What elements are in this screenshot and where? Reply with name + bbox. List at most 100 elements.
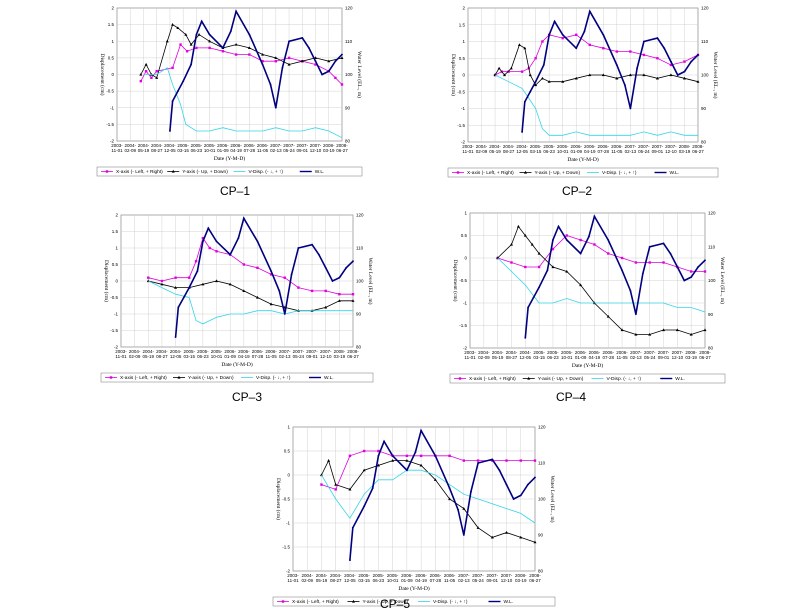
legend-label-1: X-axis (- Left, + Right)	[469, 376, 516, 382]
series-point-y-axis	[334, 483, 338, 486]
legend-label-3: V-Disp. (- ↓, + ↑)	[249, 169, 284, 175]
series-point-y-axis	[176, 26, 180, 30]
series-point-wl	[697, 54, 699, 56]
series-point-y-axis	[696, 80, 700, 83]
x-tick-label: 2008-06-27	[529, 573, 541, 583]
x-tick-label: 2008-03-19	[685, 350, 697, 360]
series-point-x-axis	[195, 46, 198, 50]
x-tick-label: 2004-05-19	[138, 143, 150, 153]
x-tick-label: 2007-09-01	[658, 350, 670, 360]
x-tick-label: 2006-04-19	[584, 144, 596, 154]
y-tick-right-label: 120	[345, 6, 353, 11]
x-tick-label: 2005-10-01	[557, 144, 569, 154]
series-point-x-axis	[201, 236, 205, 240]
x-tick-label: 2006-07-28	[252, 349, 264, 359]
series-point-x-axis	[242, 263, 246, 266]
y-tick-left-label: 1	[287, 425, 290, 430]
legend-marker	[281, 600, 285, 603]
series-point-y-axis	[497, 66, 501, 70]
series-point-wl	[642, 40, 645, 43]
series-point-y-axis	[534, 83, 538, 87]
series-point-x-axis	[340, 83, 344, 86]
series-point-wl	[546, 269, 549, 272]
legend-label-4: W.L.	[504, 599, 514, 605]
series-point-wl	[321, 73, 324, 76]
x-tick-label: 2008-06-27	[336, 143, 348, 153]
series-point-x-axis	[524, 265, 527, 269]
series-line-3	[497, 257, 706, 313]
series-point-y-axis	[601, 73, 605, 77]
y-tick-right-label: 110	[356, 246, 364, 251]
series-point-x-axis	[144, 69, 148, 73]
y-tick-right-label: 90	[701, 106, 707, 111]
series-point-wl	[237, 237, 240, 240]
legend-label-1: X-axis (- Left, + Right)	[292, 599, 339, 605]
y-tick-right-label: 120	[356, 213, 364, 218]
series-line-4	[521, 9, 699, 132]
series-point-y-axis	[565, 269, 569, 273]
series-point-y-axis	[606, 314, 610, 318]
series-point-wl	[704, 259, 706, 262]
series-point-x-axis	[648, 261, 651, 264]
series-point-wl	[278, 290, 281, 292]
series-point-x-axis	[703, 270, 707, 273]
series-point-y-axis	[448, 497, 452, 501]
series-point-wl	[297, 247, 300, 249]
y-tick-left-label: -0.5	[106, 89, 114, 94]
series-point-y-axis	[662, 328, 666, 332]
series-point-wl	[195, 33, 198, 36]
series-point-wl	[491, 458, 494, 461]
series-point-wl	[629, 289, 632, 292]
series-point-x-axis	[537, 265, 541, 269]
series-point-x-axis	[620, 256, 624, 260]
series-point-y-axis	[287, 62, 291, 66]
series-point-wl	[201, 240, 204, 243]
series-point-wl	[565, 239, 568, 241]
series-point-wl	[324, 266, 327, 269]
x-tick-label: 2006-07-28	[598, 144, 610, 154]
y-axis-right-title: Water Level (EL., m)	[549, 475, 556, 522]
series-point-y-axis	[530, 242, 534, 246]
x-tick-label: 2007-02-13	[270, 143, 282, 153]
series-point-wl	[519, 494, 522, 497]
x-tick-label: 2006-11-05	[616, 350, 628, 360]
series-line-4	[524, 214, 706, 338]
y-tick-right-label: 90	[345, 105, 351, 110]
y-tick-right-label: 80	[356, 345, 362, 350]
y-tick-right-label: 100	[538, 497, 546, 502]
series-point-y-axis	[405, 459, 409, 462]
y-tick-left-label: -0.5	[459, 278, 467, 283]
series-point-wl	[363, 505, 366, 508]
series-point-y-axis	[528, 73, 532, 77]
series-line-2	[497, 225, 706, 335]
x-tick-label: 2007-05-24	[293, 349, 305, 359]
series-point-y-axis	[215, 279, 219, 283]
series-point-x-axis	[588, 43, 591, 47]
series-point-x-axis	[338, 293, 341, 296]
series-point-wl	[526, 483, 529, 486]
y-tick-left-label: -1.5	[282, 545, 290, 550]
y-tick-left-label: -1	[463, 301, 467, 306]
series-point-y-axis	[516, 224, 520, 228]
legend-label-4: W.L.	[315, 169, 325, 175]
series-line-4	[174, 216, 354, 338]
y-tick-left-label: 0	[462, 73, 465, 78]
series-point-y-axis	[228, 282, 232, 286]
chart-panel-5: 1 0.5 0 -0.5 -1 -1.5 -2 120 110 100 90 80 2003-11-01…	[272, 425, 556, 611]
series-point-y-axis	[208, 39, 212, 43]
x-tick-label: 2004-02-09	[478, 350, 490, 360]
y-tick-left-label: -1	[114, 312, 118, 317]
series-point-x-axis	[194, 260, 198, 263]
y-tick-left-label: 0.5	[108, 55, 115, 60]
legend-marker	[105, 170, 109, 173]
series-point-x-axis	[520, 70, 524, 73]
y-tick-right-label: 120	[708, 211, 716, 216]
x-tick-label: 2008-03-19	[334, 349, 346, 359]
x-tick-label: 2007-12-10	[672, 350, 684, 360]
y-tick-left-label: -1.5	[106, 122, 114, 127]
series-point-x-axis	[656, 57, 659, 60]
series-point-x-axis	[607, 252, 610, 255]
series-point-x-axis	[629, 50, 632, 53]
series-point-wl	[477, 462, 479, 464]
y-tick-left-label: 0.5	[459, 56, 466, 61]
